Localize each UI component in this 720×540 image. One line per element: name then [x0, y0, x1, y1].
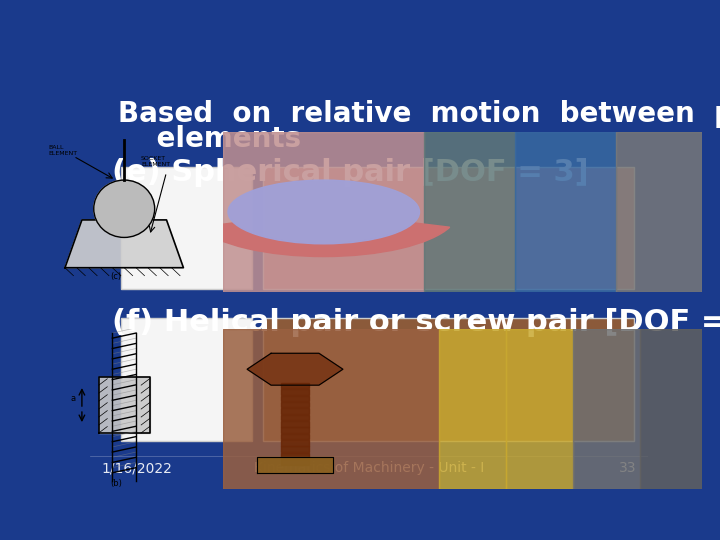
- Text: Based  on  relative  motion  between  pairing: Based on relative motion between pairing: [118, 100, 720, 128]
- Polygon shape: [247, 353, 343, 385]
- Polygon shape: [505, 329, 572, 489]
- Circle shape: [94, 180, 155, 238]
- Polygon shape: [281, 389, 310, 395]
- Polygon shape: [281, 440, 310, 445]
- Polygon shape: [223, 132, 424, 292]
- FancyBboxPatch shape: [263, 167, 634, 289]
- Polygon shape: [65, 220, 184, 268]
- Polygon shape: [281, 459, 310, 465]
- Text: (e) Spherical pair [DOF = 3]: (e) Spherical pair [DOF = 3]: [112, 158, 589, 187]
- FancyBboxPatch shape: [121, 167, 252, 289]
- Polygon shape: [281, 421, 310, 427]
- Text: 33: 33: [619, 461, 637, 475]
- Polygon shape: [281, 402, 310, 408]
- Text: (c): (c): [110, 272, 121, 281]
- Polygon shape: [281, 395, 310, 401]
- Polygon shape: [516, 132, 616, 292]
- Polygon shape: [616, 132, 702, 292]
- Circle shape: [228, 180, 420, 244]
- Polygon shape: [281, 408, 310, 414]
- Polygon shape: [281, 453, 310, 458]
- Polygon shape: [99, 377, 150, 433]
- Text: 1/16/2022: 1/16/2022: [101, 461, 172, 475]
- FancyBboxPatch shape: [263, 319, 634, 441]
- Polygon shape: [281, 434, 310, 440]
- FancyBboxPatch shape: [121, 319, 252, 441]
- Polygon shape: [223, 329, 438, 489]
- Polygon shape: [281, 415, 310, 420]
- Polygon shape: [438, 329, 505, 489]
- Text: Kinematics of Machinery - Unit - I: Kinematics of Machinery - Unit - I: [254, 461, 484, 475]
- Polygon shape: [257, 457, 333, 473]
- Text: (b): (b): [110, 478, 122, 488]
- Polygon shape: [640, 329, 702, 489]
- Polygon shape: [281, 383, 310, 388]
- Polygon shape: [424, 132, 516, 292]
- Text: (f) Helical pair or screw pair [DOF = 1]: (f) Helical pair or screw pair [DOF = 1]: [112, 308, 720, 337]
- Wedge shape: [198, 223, 450, 256]
- Polygon shape: [281, 427, 310, 433]
- Text: BALL
ELEMENT: BALL ELEMENT: [48, 145, 77, 156]
- Polygon shape: [572, 329, 640, 489]
- Polygon shape: [281, 447, 310, 452]
- Text: a: a: [70, 394, 75, 403]
- Text: SOCKET
ELEMENT: SOCKET ELEMENT: [141, 156, 170, 167]
- Text: elements: elements: [118, 125, 301, 153]
